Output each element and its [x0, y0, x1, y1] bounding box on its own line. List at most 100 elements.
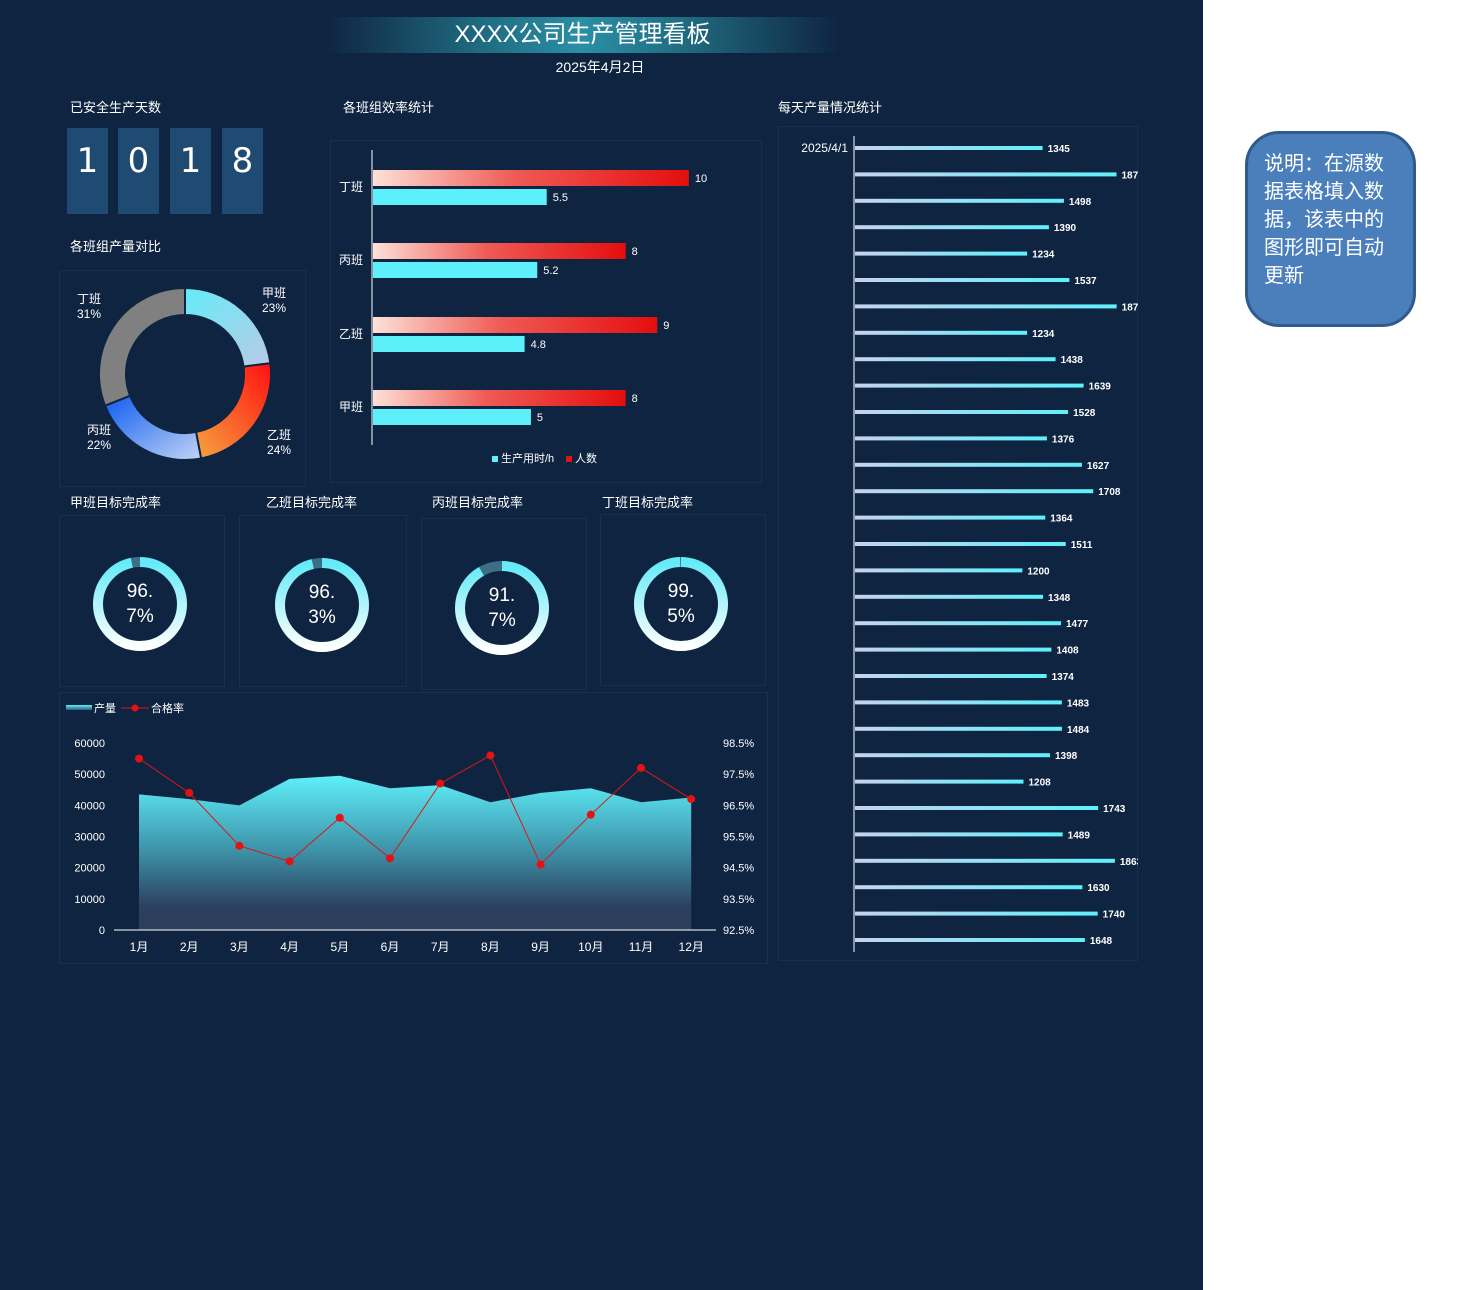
daily-value-label: 1398 [1055, 751, 1078, 762]
daily-bar [855, 753, 1050, 758]
x-tick-label: 6月 [381, 940, 400, 954]
output-share-label: 乙班 [267, 428, 291, 442]
daily-value-label: 1528 [1073, 408, 1096, 419]
daily-bar [855, 172, 1117, 177]
output-share-percent: 23% [262, 301, 286, 315]
output-share-percent: 24% [267, 443, 291, 457]
y-left-tick-label: 10000 [74, 894, 105, 906]
monthly-panel [59, 692, 768, 964]
output-share-slice [98, 286, 186, 407]
daily-value-label: 1498 [1069, 197, 1092, 208]
safe-days-digit: 1 [170, 128, 211, 214]
daily-value-label: 1348 [1048, 593, 1071, 604]
daily-value-label: 1489 [1068, 830, 1091, 841]
y-right-tick-label: 95.5% [723, 832, 754, 844]
efficiency-bar-hours [373, 262, 538, 278]
daily-value-label: 1390 [1054, 223, 1077, 234]
daily-bar [855, 806, 1099, 810]
daily-value-label: 1345 [1048, 144, 1071, 155]
output-area [139, 775, 692, 930]
pass-rate-point [386, 854, 394, 863]
daily-bar [855, 251, 1028, 256]
target-panel-yi [239, 515, 407, 687]
efficiency-value-label: 4.8 [531, 339, 546, 351]
efficiency-value-label: 9 [663, 320, 669, 332]
daily-bar [855, 674, 1047, 678]
gauge-value-top: 99. [668, 581, 694, 602]
x-tick-label: 5月 [330, 940, 349, 954]
target-title-yi: 乙班目标完成率 [266, 495, 358, 510]
target-gauges: 96. 7% 96. 3% 91. 7% 99. 5% [93, 557, 728, 655]
y-right-tick-label: 92.5% [723, 925, 754, 937]
daily-bar [855, 858, 1115, 863]
legend-marker-rate [131, 704, 139, 712]
monthly-chart: 产量 合格率 0 10000 20000 30000 40000 50000 60000 92.5… [66, 701, 754, 954]
daily-bar [855, 330, 1028, 335]
efficiency-chart: 丁班 10 5.5 丙班 8 5.2 乙班 9 4.8 甲班 8 5 生产用时/h 人数 [339, 150, 707, 465]
daily-first-date-label: 2025/4/1 [801, 141, 848, 155]
legend-swatch-hours [492, 456, 498, 462]
x-tick-label: 10月 [578, 940, 603, 954]
efficiency-bar-headcount [373, 170, 689, 186]
efficiency-value-label: 5.2 [543, 265, 558, 277]
pass-rate-line [138, 754, 692, 866]
daily-value-label: 1200 [1027, 566, 1050, 577]
efficiency-panel [330, 140, 762, 483]
y-left-tick-label: 20000 [74, 863, 105, 875]
efficiency-value-label: 8 [632, 246, 638, 258]
efficiency-category-label: 乙班 [339, 327, 363, 341]
y-left-tick-label: 40000 [74, 800, 105, 812]
y-left-tick-label: 50000 [74, 769, 105, 781]
daily-bar [855, 198, 1064, 203]
output-share-label: 丁班 [77, 292, 101, 306]
efficiency-bar-headcount [373, 390, 626, 406]
daily-value-label: 1438 [1061, 355, 1084, 366]
efficiency-value-label: 5 [537, 412, 543, 424]
pass-rate-point [185, 788, 194, 797]
efficiency-value-label: 5.5 [553, 192, 568, 204]
y-right-tick-label: 98.5% [723, 738, 754, 750]
target-title-bing: 丙班目标完成率 [432, 495, 524, 510]
gauge-value-bottom: 7% [488, 610, 516, 631]
pass-rate-point [486, 751, 495, 760]
daily-value-label: 1863 [1120, 857, 1138, 868]
safe-days-digit: 0 [118, 128, 159, 214]
pass-rate-point [285, 857, 294, 866]
daily-bar [855, 779, 1024, 784]
gauge-value-bottom: 5% [667, 606, 695, 627]
x-tick-label: 12月 [679, 940, 704, 954]
efficiency-category-label: 丙班 [339, 253, 363, 267]
dashboard-board: XXXX公司生产管理看板 2025年4月2日 已安全生产天数 1 0 1 8 各… [0, 0, 1203, 1290]
efficiency-category-label: 丁班 [339, 180, 363, 194]
x-tick-label: 7月 [431, 940, 450, 954]
gauge-value-top: 96. [309, 582, 335, 603]
daily-bar [855, 436, 1047, 441]
daily-bar [855, 594, 1044, 599]
daily-value-label: 1374 [1052, 672, 1075, 683]
gauge-value-bottom: 7% [126, 606, 154, 627]
output-share-label: 丙班 [87, 423, 111, 437]
legend-label-output: 产量 [94, 701, 116, 715]
daily-bar [855, 410, 1069, 414]
x-tick-label: 1月 [130, 940, 149, 954]
efficiency-category-label: 甲班 [339, 400, 363, 414]
y-right-tick-label: 97.5% [723, 769, 754, 781]
daily-value-label: 1484 [1067, 725, 1090, 736]
target-title-jia: 甲班目标完成率 [70, 495, 162, 510]
y-right-tick-label: 93.5% [723, 894, 754, 906]
pass-rate-point [335, 813, 344, 822]
daily-chart: 2025/4/1 1345 1875 1498 1390 1234 1537 1876 1234… [801, 136, 1138, 952]
efficiency-title: 各班组效率统计 [343, 100, 435, 115]
daily-bar [855, 726, 1062, 731]
daily-bar [855, 304, 1117, 309]
y-right-tick-label: 96.5% [723, 800, 754, 812]
pass-rate-point [586, 810, 595, 819]
daily-bar [855, 885, 1083, 890]
efficiency-bar-headcount [373, 317, 658, 333]
daily-value-label: 1477 [1066, 619, 1089, 630]
report-date: 2025年4月2日 [555, 59, 645, 75]
y-left-tick-label: 60000 [74, 738, 105, 750]
output-share-percent: 22% [87, 438, 111, 452]
daily-bar [855, 568, 1023, 573]
page-title: XXXX公司生产管理看板 [325, 17, 840, 53]
